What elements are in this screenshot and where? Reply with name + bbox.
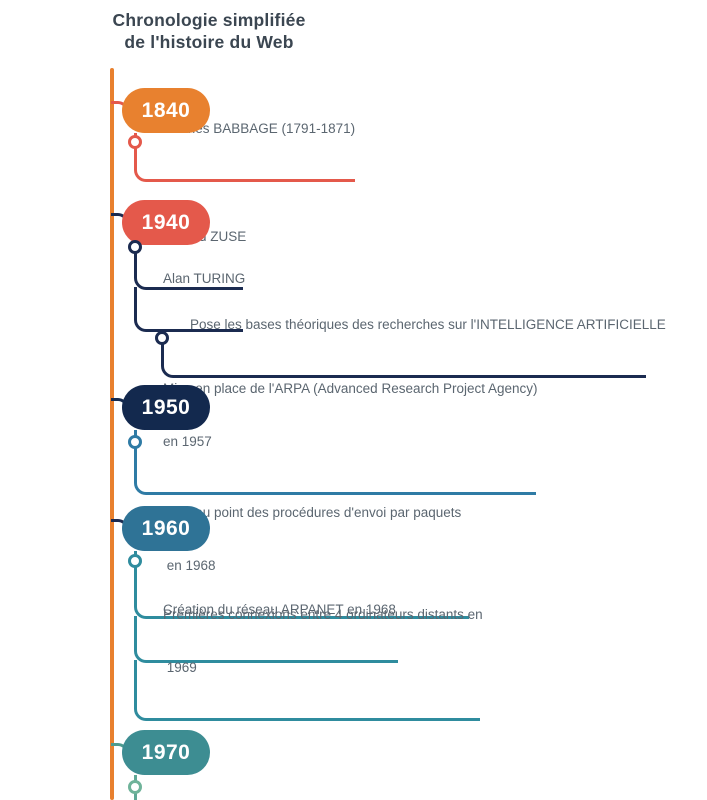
- event-branch-arpa: Mise en place de l'ARPA (Advanced Resear…: [134, 381, 538, 495]
- event-label-line: Création du réseau ARPANET en 1968: [163, 601, 396, 617]
- era-year-label: 1940: [141, 210, 191, 234]
- node-circle-icon: [155, 331, 169, 345]
- node-circle-icon: [128, 435, 142, 449]
- era-year-label: 1840: [141, 98, 191, 122]
- page-title: Chronologie simplifiée de l'histoire du …: [108, 10, 310, 53]
- event-label-line: en 1968: [163, 557, 216, 573]
- era-year-label: 1970: [141, 740, 191, 764]
- event-label-connexions: Premières connexions entre 4 ordinateurs…: [163, 571, 483, 711]
- event-label-line: Pose les bases théoriques des recherches…: [190, 316, 666, 332]
- event-branch-intelligence-artificielle: Pose les bases théoriques des recherches…: [161, 317, 666, 378]
- event-label-line: Alan TURING: [163, 270, 246, 286]
- event-branch-turing: Alan TURING: [134, 271, 245, 332]
- era-badge-1950: 1950: [122, 385, 210, 430]
- era-badge-1840: 1840: [122, 88, 210, 133]
- node-circle-icon: [128, 780, 142, 794]
- event-label-turing: Alan TURING: [163, 235, 245, 323]
- event-branch-babbage: Charles BABBAGE (1791-1871): [134, 121, 355, 182]
- era-badge-1940: 1940: [122, 200, 210, 245]
- node-circle-icon: [128, 554, 142, 568]
- timeline-spine: [110, 68, 114, 800]
- event-label-arpanet: Création du réseau ARPANET en 1968: [163, 566, 396, 654]
- era-badge-1960: 1960: [122, 506, 210, 551]
- event-branch-paquets: Mise au point des procédures d'envoi par…: [134, 505, 469, 619]
- event-branch-arpanet: Création du réseau ARPANET en 1968: [134, 602, 398, 663]
- event-label-line: Mise au point des procédures d'envoi par…: [163, 505, 462, 520]
- era-year-label: 1960: [141, 516, 191, 540]
- page-title-line2: de l'histoire du Web: [124, 31, 294, 52]
- event-label-intelligence-artificielle: Pose les bases théoriques des recherches…: [190, 281, 666, 369]
- era-year-label: 1950: [141, 395, 191, 419]
- node-circle-icon: [128, 240, 142, 254]
- event-label-arpa: Mise en place de l'ARPA (Advanced Resear…: [163, 345, 538, 485]
- event-label-line: 1969: [163, 659, 197, 675]
- event-branch-connexions: Premières connexions entre 4 ordinateurs…: [134, 607, 483, 721]
- page-title-line1: Chronologie simplifiée: [112, 10, 306, 30]
- era-badge-1970: 1970: [122, 730, 210, 775]
- node-circle-icon: [128, 135, 142, 149]
- event-label-line: en 1957: [163, 433, 212, 449]
- event-label-paquets: Mise au point des procédures d'envoi par…: [163, 469, 461, 609]
- event-label-line: Mise en place de l'ARPA (Advanced Resear…: [163, 381, 538, 396]
- event-label-line: Premières connexions entre 4 ordinateurs…: [163, 607, 483, 622]
